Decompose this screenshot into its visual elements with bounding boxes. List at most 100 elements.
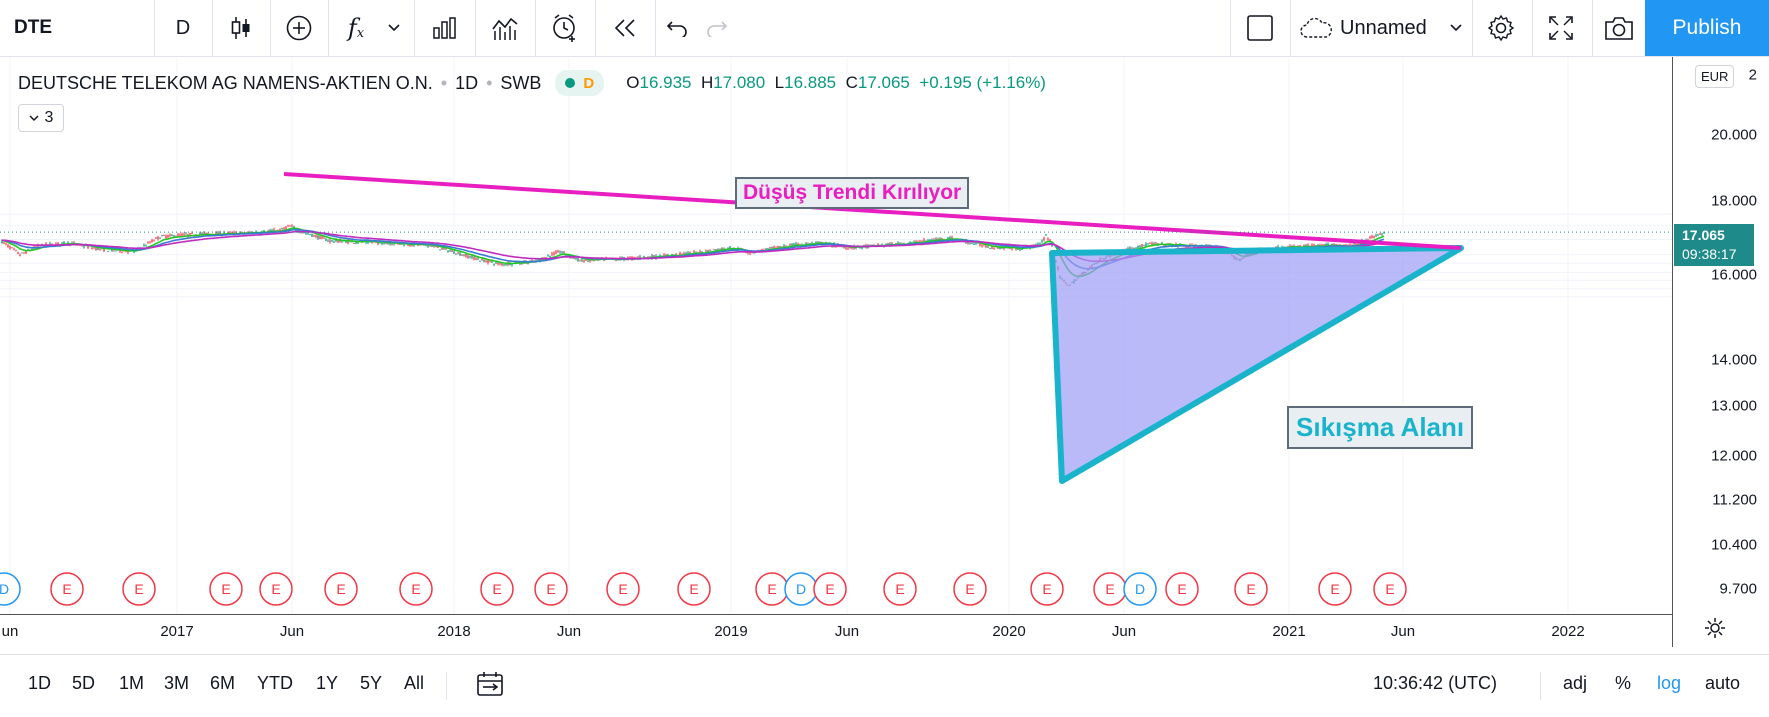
redo-icon[interactable] [700, 0, 734, 56]
candle-body [1367, 239, 1369, 241]
publish-button[interactable]: Publish [1645, 0, 1769, 56]
toolbar-divider [1230, 0, 1231, 56]
candle-body [9, 246, 11, 249]
candle-body [1307, 244, 1309, 246]
candle-body [295, 230, 297, 232]
chevron-down-icon[interactable] [382, 0, 406, 56]
camera-snapshot-icon[interactable] [1594, 0, 1644, 56]
candle-body [13, 248, 15, 250]
event-marker-label: E [271, 581, 280, 597]
financials-bars-icon[interactable] [420, 0, 470, 56]
range-5y-button[interactable]: 5Y [360, 673, 383, 693]
squeeze-zone-annotation[interactable]: Sıkışma Alanı [1287, 406, 1474, 449]
range-1d-button[interactable]: 1D [28, 673, 52, 693]
candle-body [471, 255, 473, 258]
candle-body [573, 257, 575, 259]
dividend-marker-icon [1123, 572, 1157, 606]
price-axis[interactable]: EUR 2 20.000 18.000 16.000 14.000 13.000… [1672, 57, 1769, 647]
candle-body [663, 254, 665, 256]
event-marker-label: E [1177, 581, 1186, 597]
candles-chart-type-icon[interactable] [216, 0, 266, 56]
range-5d-button[interactable]: 5D [72, 673, 96, 693]
chart-layout-name[interactable]: Unnamed [1340, 16, 1427, 39]
time-axis[interactable]: un 2017 Jun 2018 Jun 2019 Jun 2020 Jun 2… [0, 614, 1672, 647]
auto-scale-toggle[interactable]: auto [1705, 673, 1741, 693]
range-6m-button[interactable]: 6M [210, 673, 236, 693]
candle-body [381, 241, 383, 245]
candle-body [387, 243, 389, 245]
range-3m-button[interactable]: 3M [164, 673, 190, 693]
candle-body [495, 262, 497, 264]
alert-clock-icon[interactable] [540, 0, 590, 56]
candle-body [369, 241, 371, 243]
interval-button[interactable]: D [175, 16, 191, 39]
candle-body [555, 251, 557, 254]
replay-rewind-icon[interactable] [600, 0, 650, 56]
percent-scale-toggle[interactable]: % [1615, 673, 1632, 693]
candle-body [181, 234, 183, 237]
candle-body [305, 232, 307, 234]
candle-body [7, 244, 9, 247]
currency-badge[interactable]: EUR [1695, 65, 1735, 88]
candle-body [151, 239, 153, 243]
candle-body [705, 250, 707, 253]
open-label: O [626, 73, 640, 92]
goto-date-calendar-icon[interactable] [476, 671, 504, 702]
dividend-marker-icon [0, 572, 21, 606]
chart-pane[interactable]: D E E E E E E E E E E E D E E E E E D E E E E [0, 57, 1672, 647]
price-axis-label: 9.700 [1719, 580, 1757, 598]
trend-break-annotation[interactable]: Düşüş Trendi Kırılıyor [735, 177, 970, 209]
candle-body [235, 232, 237, 234]
candle-body [761, 249, 763, 251]
price-chart-canvas[interactable]: D E E E E E E E E E E E D E E E E E D E E E E [0, 57, 1672, 647]
undo-icon[interactable] [660, 0, 694, 56]
chevron-down-icon[interactable] [1444, 0, 1468, 56]
market-status-badge[interactable]: D [555, 70, 605, 96]
candle-body [355, 242, 357, 244]
candle-body [293, 226, 295, 228]
candle-body [447, 250, 449, 252]
ideas-chart-icon[interactable] [480, 0, 530, 56]
candle-body [1011, 248, 1013, 250]
adjust-data-toggle[interactable]: adj [1563, 673, 1588, 693]
layout-select-icon[interactable] [1236, 0, 1284, 56]
candle-body [371, 242, 373, 244]
candle-body [779, 246, 781, 248]
candle-body [811, 242, 813, 244]
fullscreen-icon[interactable] [1536, 0, 1586, 56]
settings-gear-icon[interactable] [1476, 0, 1526, 56]
instrument-title[interactable]: DEUTSCHE TELEKOM AG NAMENS-AKTIEN O.N. [18, 72, 433, 93]
axis-settings-icon[interactable] [1704, 617, 1726, 644]
time-axis-label: 2022 [1551, 623, 1585, 640]
low-value: 16.885 [784, 73, 837, 92]
earnings-marker-icon [122, 572, 156, 606]
open-value: 16.935 [639, 73, 692, 92]
utc-clock[interactable]: 10:36:42 (UTC) [1373, 673, 1498, 693]
range-ytd-button[interactable]: YTD [257, 673, 293, 693]
earnings-marker-icon [1030, 572, 1064, 606]
candle-body [1369, 237, 1371, 239]
candle-body [843, 246, 845, 249]
candle-body [1139, 245, 1141, 248]
candle-body [125, 251, 127, 253]
candle-body [95, 247, 97, 250]
earnings-marker-icon [813, 572, 847, 606]
range-all-button[interactable]: All [404, 673, 425, 693]
candle-body [885, 244, 887, 246]
candle-body [201, 233, 203, 235]
high-label: H [700, 73, 714, 92]
descending-trendline [283, 172, 1462, 250]
candle-body [1155, 242, 1157, 244]
candle-body [161, 235, 163, 237]
candle-body [313, 235, 315, 237]
candle-body [173, 235, 175, 238]
range-1m-button[interactable]: 1M [119, 673, 145, 693]
log-scale-toggle[interactable]: log [1657, 673, 1682, 693]
candle-body [159, 237, 161, 239]
symbol-search-button[interactable]: DTE [14, 17, 52, 38]
compare-add-icon[interactable] [274, 0, 324, 56]
range-1y-button[interactable]: 1Y [316, 673, 339, 693]
candle-body [1039, 243, 1041, 246]
indicators-collapse-button[interactable]: 3 [18, 104, 64, 132]
